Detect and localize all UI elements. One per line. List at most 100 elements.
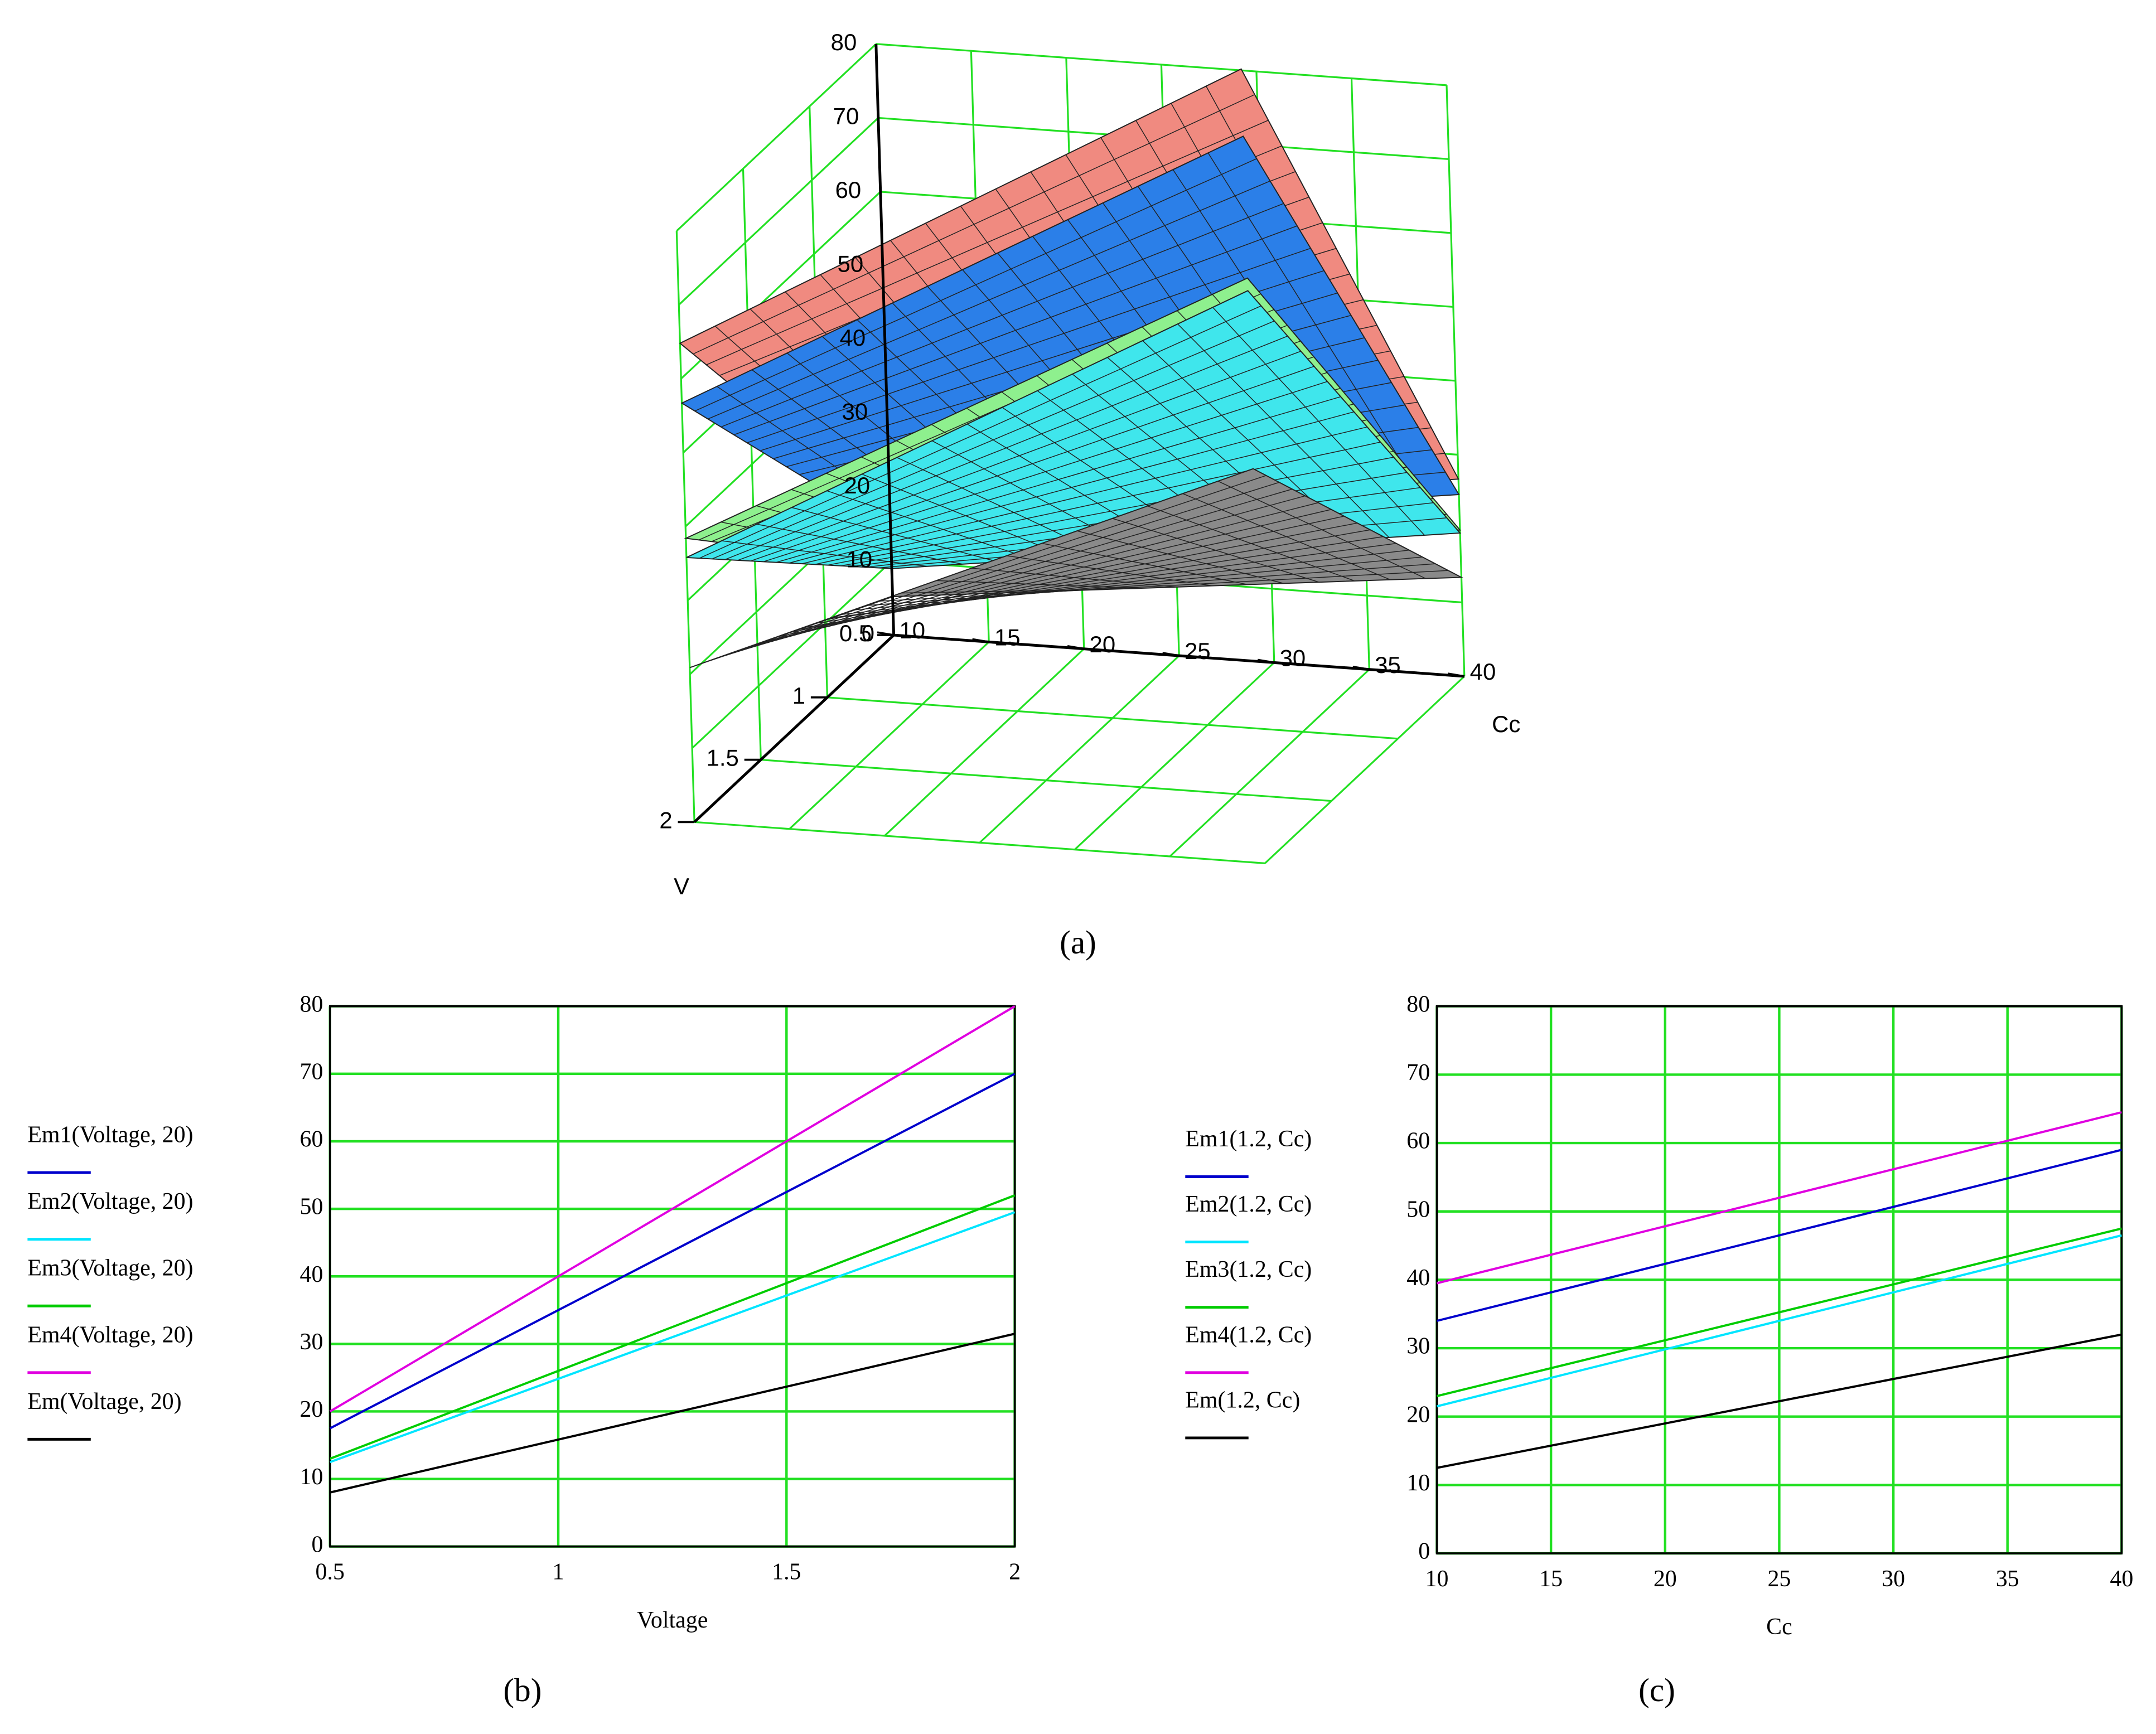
tick-mark [1067, 645, 1084, 650]
x-tick-label: 25 [1767, 1566, 1791, 1592]
mesh-line [766, 508, 1332, 642]
cc-tick-label: 25 [1185, 638, 1211, 664]
x-tick-label: 20 [1654, 1566, 1677, 1592]
mesh-line [1077, 530, 1284, 584]
cc-tick-label: 35 [1375, 652, 1401, 678]
mesh-line [1207, 152, 1424, 497]
z-tick-label: 50 [838, 251, 864, 277]
mesh-line [724, 336, 1288, 560]
y-tick-label: 80 [300, 991, 323, 1017]
y-tick-label: 30 [300, 1329, 323, 1355]
grid-line [884, 648, 1085, 837]
y-tick-label: 10 [300, 1464, 323, 1490]
y-tick-label: 50 [300, 1194, 323, 1220]
x-tick-label: 1 [553, 1559, 564, 1585]
x-tick-label: 35 [1996, 1566, 2019, 1592]
legend-label: Em4(Voltage, 20) [27, 1322, 193, 1348]
mesh-line [699, 305, 1261, 559]
y-tick-label: 30 [1406, 1334, 1430, 1359]
mesh-line [737, 351, 1301, 561]
legend-label: Em1(1.2, Cc) [1185, 1126, 1312, 1152]
z-tick-label: 20 [844, 472, 871, 498]
series-line [1437, 1234, 2122, 1408]
z-tick-label: 70 [833, 103, 859, 129]
y-tick-label: 60 [1406, 1128, 1430, 1154]
legend-label: Em3(1.2, Cc) [1185, 1257, 1312, 1282]
mesh-line [763, 381, 1328, 563]
y-tick-label: 60 [300, 1127, 323, 1152]
series-line [329, 1073, 1016, 1430]
z-tick-label: 30 [842, 399, 868, 425]
y-tick-label: 0 [1418, 1539, 1430, 1565]
y-tick-label: 50 [1406, 1197, 1430, 1222]
grid-line [876, 43, 1447, 86]
mesh-line [694, 158, 1257, 411]
z-axis [874, 43, 896, 636]
legend-label: Em(1.2, Cc) [1185, 1387, 1300, 1413]
legend-label: Em(Voltage, 20) [27, 1389, 181, 1415]
mesh-line [721, 203, 1284, 428]
v-tick-label: 0.5 [839, 620, 872, 646]
z-tick-label: 80 [831, 29, 857, 55]
v-tick-label: 1 [792, 682, 805, 709]
mesh-line [727, 488, 1293, 655]
mesh-line [1212, 307, 1425, 536]
cc-axis-label: Cc [1492, 711, 1520, 737]
series-line [1437, 1111, 2122, 1285]
series-line [1437, 1227, 2122, 1397]
y-tick-label: 40 [1406, 1265, 1430, 1291]
grid-line [1074, 662, 1275, 850]
caption: (c) [1638, 1672, 1675, 1708]
y-tick-label: 0 [311, 1532, 323, 1557]
tick-mark [1162, 652, 1179, 657]
v-tick-label: 1.5 [707, 745, 739, 771]
x-tick-label: 1.5 [772, 1559, 801, 1585]
mesh-line [1217, 481, 1427, 579]
tick-mark [1257, 658, 1275, 664]
mesh-line [707, 181, 1270, 420]
mesh-line [1006, 555, 1213, 587]
mesh-line [750, 366, 1314, 561]
mesh-line [1147, 505, 1355, 582]
plot-frame [1435, 1005, 2123, 1554]
legend-label: Em2(1.2, Cc) [1185, 1191, 1312, 1217]
mesh-line [740, 495, 1306, 651]
plot-frame [328, 1005, 1016, 1548]
v-axis [693, 634, 895, 824]
x-tick-label: 0.5 [316, 1559, 345, 1585]
series-line [330, 1211, 1016, 1464]
y-tick-label: 70 [1406, 1060, 1430, 1086]
cc-tick-label: 10 [899, 617, 925, 643]
grid-line [694, 821, 1265, 864]
cc-tick-label: 30 [1280, 645, 1306, 671]
cc-tick-label: 15 [994, 624, 1021, 651]
cc-tick-label: 20 [1090, 631, 1116, 657]
legend-label: Em1(Voltage, 20) [27, 1122, 193, 1148]
x-tick-label: 2 [1009, 1559, 1021, 1585]
x-tick-label: 10 [1425, 1566, 1449, 1592]
caption: (a) [1060, 924, 1096, 961]
mesh-line [747, 248, 1311, 443]
mesh-line [1112, 518, 1319, 583]
v-tick-label: 2 [659, 807, 672, 833]
grid-line [676, 43, 877, 232]
legend-label: Em3(Voltage, 20) [27, 1256, 193, 1281]
mesh-line [971, 568, 1177, 588]
v-axis-label: V [674, 873, 689, 899]
series-line [1437, 1333, 2122, 1469]
y-tick-label: 10 [1406, 1470, 1430, 1496]
x-axis-label: Cc [1766, 1614, 1792, 1640]
tick-mark [1352, 665, 1370, 671]
z-tick-label: 10 [847, 546, 873, 573]
mesh-line [1182, 493, 1391, 580]
series-line [1437, 1149, 2122, 1322]
y-tick-label: 40 [300, 1262, 323, 1287]
mesh-line [712, 321, 1275, 560]
grid-line [761, 759, 1332, 802]
y-tick-label: 20 [1406, 1402, 1430, 1427]
mesh-line [733, 225, 1298, 435]
series-line [330, 1194, 1016, 1460]
tick-mark [972, 638, 989, 643]
